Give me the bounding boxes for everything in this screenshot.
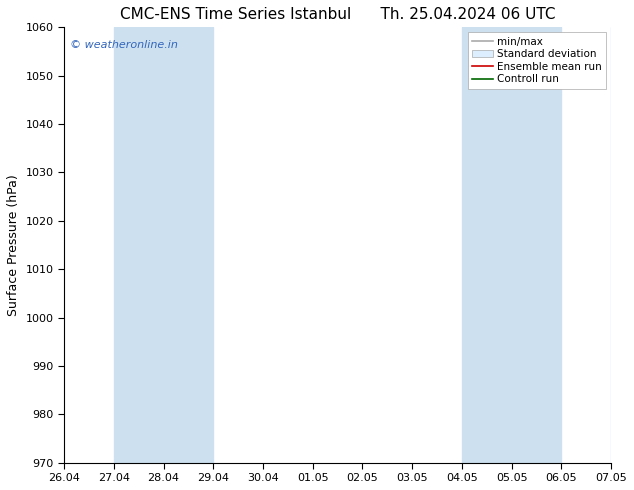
Bar <box>611 27 634 463</box>
Text: © weatheronline.in: © weatheronline.in <box>70 40 178 50</box>
Y-axis label: Surface Pressure (hPa): Surface Pressure (hPa) <box>7 174 20 316</box>
Bar <box>462 27 562 463</box>
Legend: min/max, Standard deviation, Ensemble mean run, Controll run: min/max, Standard deviation, Ensemble me… <box>468 32 606 89</box>
Title: CMC-ENS Time Series Istanbul      Th. 25.04.2024 06 UTC: CMC-ENS Time Series Istanbul Th. 25.04.2… <box>120 7 555 22</box>
Bar <box>113 27 213 463</box>
